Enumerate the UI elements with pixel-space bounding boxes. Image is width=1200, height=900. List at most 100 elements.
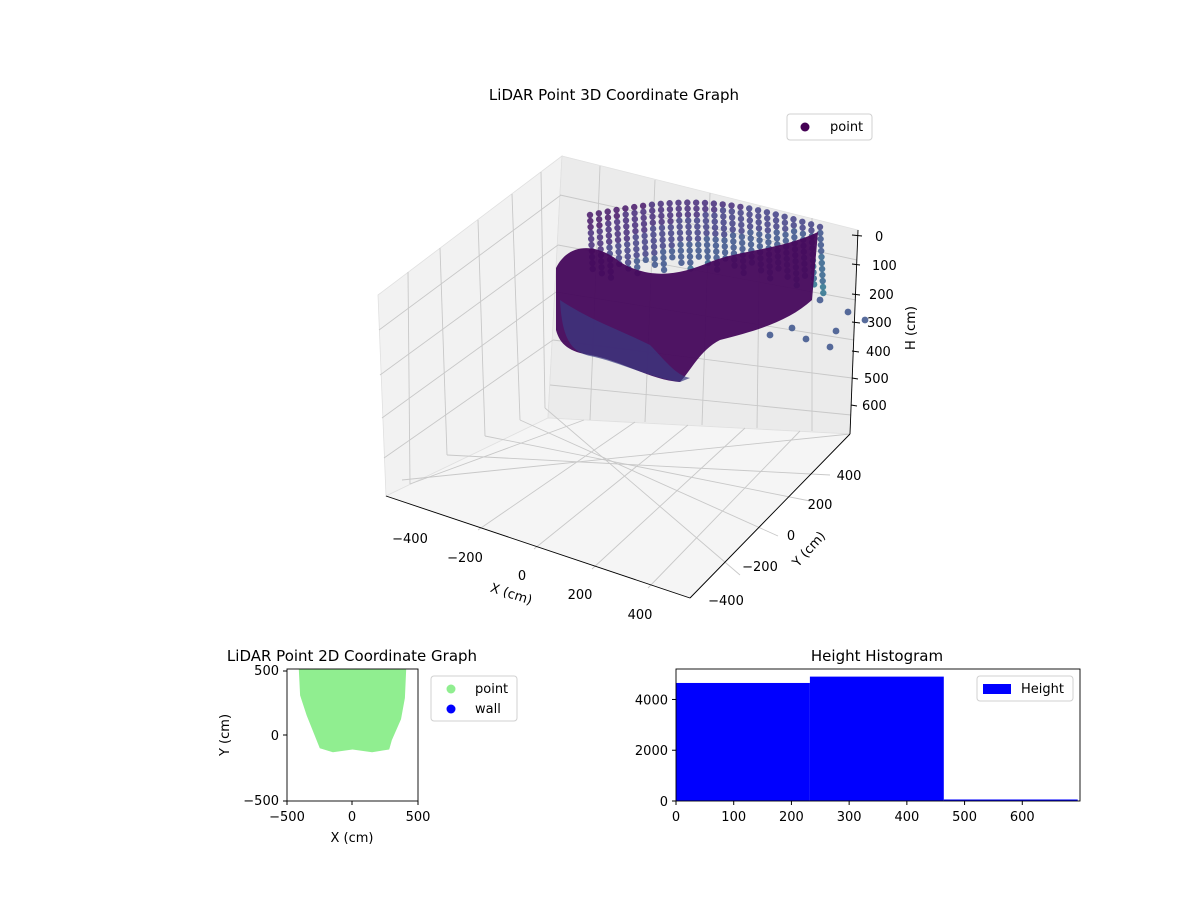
point-cloud-point (657, 206, 665, 214)
point-cloud-point (693, 211, 700, 218)
point-cloud-point (623, 235, 631, 242)
point-cloud-point (631, 209, 638, 217)
chart-2d: LiDAR Point 2D Coordinate Graph −500 0 5… (218, 647, 518, 846)
point-cloud-point (668, 242, 675, 249)
point-cloud-point (686, 241, 693, 248)
point-cloud-point (765, 239, 772, 246)
point-cloud-point (832, 327, 840, 335)
point-cloud-point (640, 208, 647, 216)
point-cloud-point (677, 241, 684, 248)
point-cloud-point (596, 228, 603, 235)
z-axis-label-3d: H (cm) (904, 306, 919, 350)
legend-marker-wall (446, 704, 456, 714)
point-cloud-point (588, 235, 595, 243)
z-axis-line (849, 229, 859, 435)
point-cloud-point (632, 233, 639, 241)
point-cloud-point (693, 205, 700, 212)
point-cloud-point (666, 200, 673, 207)
point-cloud-point (844, 308, 852, 316)
histogram-bar (809, 676, 944, 801)
point-cloud-point (695, 253, 703, 260)
legend-histogram: Height (976, 675, 1074, 702)
point-cloud-point (606, 244, 613, 251)
point-cloud-point (623, 223, 630, 230)
point-cloud-point (712, 230, 719, 237)
point-cloud-point (782, 237, 790, 244)
y-tick-label: 200 (808, 498, 833, 513)
point-cloud-point (667, 218, 674, 225)
point-cloud-point (772, 217, 780, 224)
point-cloud-point (695, 247, 702, 254)
point-cloud-point (728, 214, 736, 221)
point-cloud-point (633, 245, 640, 253)
point-cloud-point (667, 230, 675, 237)
point-cloud-point (861, 316, 869, 324)
point-cloud-point (605, 232, 613, 239)
point-cloud-point (712, 236, 719, 243)
z-tick-label: 300 (867, 316, 892, 331)
point-cloud-point (684, 211, 692, 218)
point-cloud-point (730, 244, 737, 251)
x-tick-label: −200 (447, 551, 483, 566)
point-cloud-point (667, 212, 674, 219)
point-cloud-point (711, 212, 718, 219)
point-cloud-point (720, 225, 728, 232)
point-cloud-point (764, 215, 771, 222)
point-cloud-point (631, 215, 639, 223)
point-cloud-point (659, 248, 667, 256)
point-cloud-point (782, 225, 789, 232)
point-cloud-point (587, 223, 594, 231)
point-cloud-point (658, 218, 665, 226)
x-tick-label: 0 (672, 810, 680, 825)
point-cloud-point (668, 248, 676, 255)
point-cloud-point (747, 229, 754, 236)
point-cloud-point (756, 237, 763, 244)
x-tick-label: 300 (837, 810, 862, 825)
point-cloud-point (668, 236, 675, 243)
point-cloud-point (639, 202, 647, 210)
point-cloud-point (773, 229, 780, 236)
point-cloud-point (641, 238, 649, 246)
point-cloud-point (685, 223, 692, 230)
point-cloud-point (667, 224, 675, 231)
point-cloud-point (596, 222, 603, 229)
y-tick-label: −500 (243, 794, 279, 809)
point-cloud-point (675, 211, 683, 218)
point-cloud-point (666, 206, 674, 213)
point-cloud-point (675, 205, 682, 212)
point-cloud-point (729, 232, 737, 239)
point-cloud-point (807, 221, 815, 228)
point-cloud-point (728, 208, 736, 215)
point-cloud-point (685, 217, 692, 224)
chart-3d-title: LiDAR Point 3D Coordinate Graph (489, 86, 739, 104)
histogram-y-ticks: 0 2000 4000 (635, 693, 676, 810)
point-cloud-point (651, 249, 658, 256)
histogram-title: Height Histogram (811, 647, 943, 665)
point-cloud-point (788, 324, 796, 332)
point-cloud-point (730, 238, 737, 245)
point-cloud-point (710, 206, 718, 213)
point-cloud-point (739, 245, 746, 253)
legend-label-point: point (475, 682, 508, 697)
point-cloud-point (818, 253, 825, 261)
point-cloud-point (693, 217, 701, 224)
point-cloud-point (660, 266, 668, 274)
point-cloud-point (648, 201, 656, 208)
point-cloud-point (818, 247, 825, 255)
point-cloud-point (818, 259, 825, 267)
point-cloud-point (614, 230, 621, 238)
point-cloud-point (756, 243, 764, 250)
point-cloud-point (746, 217, 754, 224)
point-cloud-point (746, 211, 753, 218)
point-cloud-point (604, 214, 612, 221)
x-axis-label-3d: X (cm) (488, 581, 534, 609)
y-ticks-3d: −400 −200 0 200 400 (708, 469, 861, 609)
point-cloud-front-shade (560, 300, 690, 382)
point-cloud-point (669, 254, 676, 261)
y-tick-label: 0 (271, 729, 279, 744)
point-cloud-point (763, 209, 771, 216)
point-cloud-point (710, 200, 718, 207)
point-cloud-point (687, 259, 694, 266)
histogram-x-ticks: 0 100 200 300 400 500 600 (672, 801, 1035, 825)
y-tick-label: 500 (254, 664, 279, 679)
